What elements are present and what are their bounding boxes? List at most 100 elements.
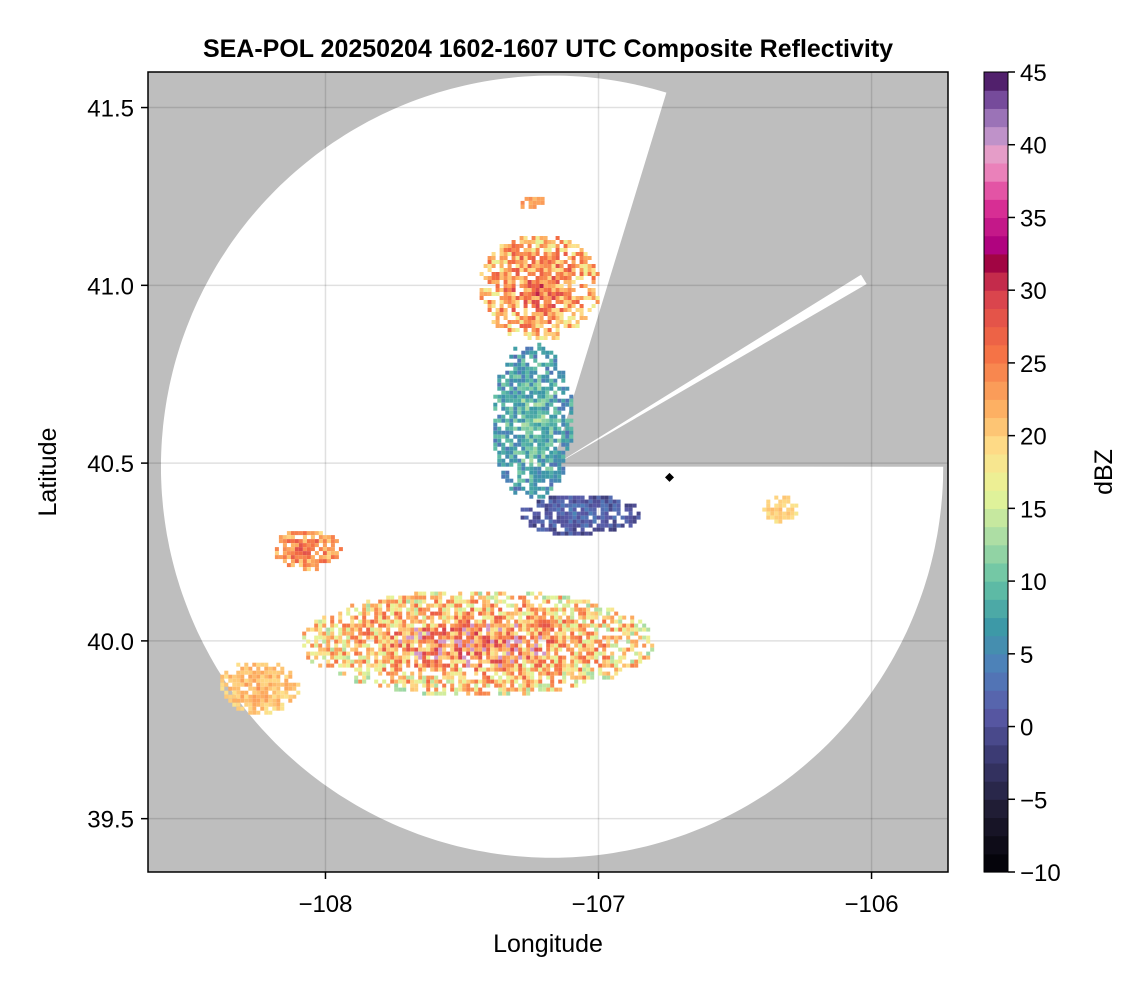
echo-pixel (486, 675, 491, 680)
echo-pixel (338, 651, 343, 656)
echo-pixel (334, 623, 339, 628)
echo-pixel (334, 635, 339, 640)
echo-pixel (478, 663, 483, 668)
echo-pixel (298, 539, 303, 544)
echo-pixel (318, 631, 323, 636)
colorbar-segment (984, 72, 1008, 91)
echo-pixel (554, 651, 559, 656)
echo-pixel (526, 623, 531, 628)
echo-pixel (458, 651, 463, 656)
echo-pixel (519, 276, 524, 280)
echo-pixel (543, 236, 548, 240)
echo-pixel (529, 486, 534, 491)
echo-pixel (630, 643, 635, 648)
colorbar-segment (984, 562, 1008, 582)
echo-pixel (591, 264, 596, 268)
echo-pixel (533, 454, 538, 459)
echo-pixel (555, 332, 560, 336)
echo-pixel (228, 678, 233, 683)
echo-pixel (591, 268, 596, 272)
echo-pixel (587, 288, 592, 292)
echo-pixel (535, 316, 540, 320)
echo-pixel (553, 382, 558, 387)
echo-pixel (482, 643, 487, 648)
echo-pixel (418, 607, 423, 612)
echo-pixel (616, 511, 621, 516)
echo-pixel (517, 426, 522, 431)
echo-pixel (498, 607, 503, 612)
echo-pixel (294, 551, 299, 556)
echo-pixel (390, 663, 395, 668)
echo-pixel (546, 655, 551, 660)
echo-pixel (482, 635, 487, 640)
echo-pixel (537, 462, 542, 467)
echo-pixel (268, 702, 273, 707)
echo-pixel (410, 683, 415, 688)
echo-pixel (518, 615, 523, 620)
x-tick-label: −107 (571, 891, 625, 918)
echo-pixel (520, 204, 525, 209)
echo-pixel (486, 607, 491, 612)
echo-pixel (494, 671, 499, 676)
echo-pixel (350, 623, 355, 628)
echo-pixel (538, 619, 543, 624)
echo-pixel (555, 264, 560, 268)
echo-pixel (579, 284, 584, 288)
echo-pixel (276, 674, 281, 679)
echo-pixel (523, 296, 528, 300)
echo-pixel (511, 292, 516, 296)
echo-pixel (509, 362, 514, 367)
echo-pixel (503, 324, 508, 328)
echo-pixel (510, 603, 515, 608)
echo-pixel (575, 276, 580, 280)
echo-pixel (342, 655, 347, 660)
echo-pixel (555, 256, 560, 260)
echo-pixel (558, 679, 563, 684)
echo-pixel (438, 611, 443, 616)
echo-pixel (557, 458, 562, 463)
echo-pixel (558, 615, 563, 620)
echo-pixel (602, 635, 607, 640)
echo-pixel (556, 499, 561, 504)
echo-pixel (557, 462, 562, 467)
echo-pixel (282, 535, 287, 540)
echo-pixel (574, 623, 579, 628)
echo-pixel (482, 603, 487, 608)
echo-pixel (578, 615, 583, 620)
echo-pixel (438, 667, 443, 672)
echo-pixel (517, 374, 522, 379)
echo-pixel (531, 236, 536, 240)
echo-pixel (533, 414, 538, 419)
echo-pixel (458, 659, 463, 664)
echo-region (520, 196, 545, 209)
echo-pixel (542, 663, 547, 668)
echo-pixel (418, 611, 423, 616)
echo-pixel (610, 607, 615, 612)
echo-pixel (557, 430, 562, 435)
echo-pixel (378, 623, 383, 628)
echo-pixel (560, 523, 565, 528)
echo-pixel (499, 304, 504, 308)
echo-pixel (430, 591, 435, 596)
echo-pixel (558, 607, 563, 612)
echo-pixel (354, 659, 359, 664)
echo-pixel (570, 611, 575, 616)
echo-pixel (594, 627, 599, 632)
echo-pixel (491, 312, 496, 316)
echo-pixel (531, 300, 536, 304)
echo-pixel (559, 260, 564, 264)
echo-pixel (533, 466, 538, 471)
echo-pixel (546, 599, 551, 604)
echo-pixel (390, 647, 395, 652)
echo-pixel (527, 256, 532, 260)
echo-pixel (378, 639, 383, 644)
echo-pixel (394, 603, 399, 608)
echo-pixel (570, 619, 575, 624)
echo-pixel (290, 547, 295, 552)
echo-pixel (524, 196, 529, 201)
echo-pixel (538, 679, 543, 684)
echo-pixel (358, 679, 363, 684)
echo-pixel (569, 438, 574, 443)
echo-pixel (272, 670, 277, 675)
